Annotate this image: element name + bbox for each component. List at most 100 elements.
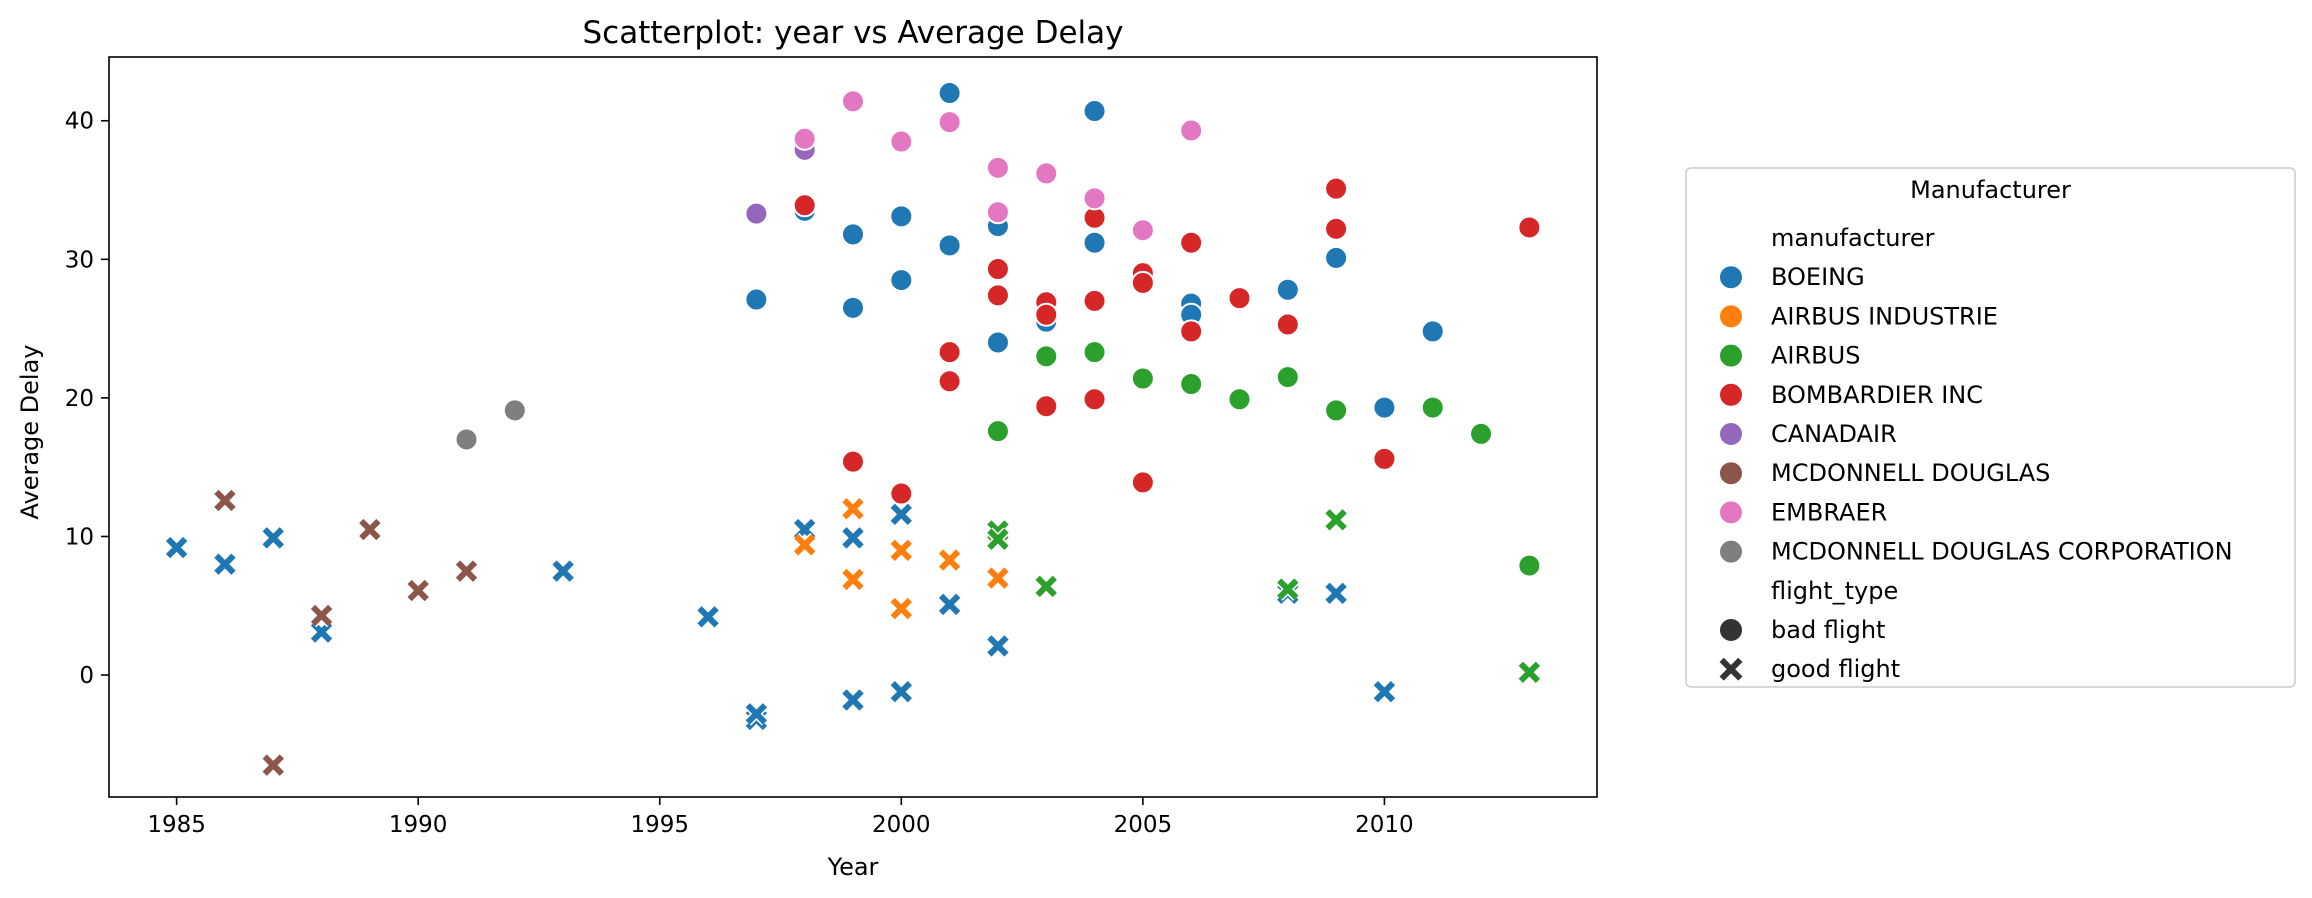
marker-stroke xyxy=(697,606,719,628)
data-point-bad-flight xyxy=(1517,553,1542,578)
marker-stroke xyxy=(1035,575,1057,598)
data-point-bad-flight xyxy=(1130,366,1155,391)
data-point-good-flight xyxy=(744,702,769,726)
x-tick-label: 1985 xyxy=(147,812,206,838)
marker-stroke xyxy=(987,567,1009,589)
data-point-bad-flight xyxy=(1324,398,1349,423)
data-point-bad-flight xyxy=(985,257,1010,282)
data-point-bad-flight xyxy=(985,283,1010,308)
data-point-good-flight xyxy=(358,517,382,542)
legend-marker xyxy=(1718,538,1744,565)
x-tick-label: 2000 xyxy=(872,812,931,838)
data-point-bad-flight xyxy=(1034,394,1059,419)
legend-entry-label: AIRBUS INDUSTRIE xyxy=(1771,302,1998,330)
data-point-good-flight xyxy=(889,502,914,527)
data-point-bad-flight xyxy=(1469,421,1494,446)
chart-title: Scatterplot: year vs Average Delay xyxy=(583,15,1124,51)
data-point-good-flight xyxy=(213,488,237,513)
legend-marker xyxy=(1718,460,1744,487)
data-point-good-flight xyxy=(454,559,479,583)
plot-area: 1985 1990 1995 2000 2005 2010 0 10 20 30 40 xyxy=(65,56,1598,838)
data-point-bad-flight xyxy=(1082,288,1107,313)
marker-stroke xyxy=(842,498,864,520)
marker-stroke xyxy=(1518,661,1541,683)
legend-marker xyxy=(1718,303,1744,330)
data-point-good-flight xyxy=(1372,679,1397,704)
data-point-bad-flight xyxy=(1275,277,1300,302)
y-tick-label: 20 xyxy=(65,386,94,412)
data-point-bad-flight xyxy=(937,81,962,106)
data-point-bad-flight xyxy=(937,233,962,258)
data-point-bad-flight xyxy=(937,110,962,135)
marker-stroke xyxy=(745,703,768,725)
data-points xyxy=(164,81,1542,777)
data-point-bad-flight xyxy=(1275,312,1300,337)
marker-stroke xyxy=(552,560,574,582)
marker-stroke xyxy=(262,754,284,776)
data-point-good-flight xyxy=(937,592,962,617)
data-point-good-flight xyxy=(792,533,817,557)
plot-frame xyxy=(108,56,1598,798)
legend-entry-label: AIRBUS xyxy=(1771,342,1860,370)
data-point-bad-flight xyxy=(985,155,1010,180)
data-point-good-flight xyxy=(841,688,865,712)
data-point-bad-flight xyxy=(1179,319,1204,344)
data-point-good-flight xyxy=(1324,581,1348,606)
data-point-bad-flight xyxy=(841,449,865,474)
data-point-good-flight xyxy=(889,596,914,621)
data-point-bad-flight xyxy=(502,398,527,423)
legend-entry-label: BOEING xyxy=(1771,263,1865,291)
data-point-good-flight xyxy=(841,567,865,592)
marker-stroke xyxy=(359,518,381,541)
data-point-good-flight xyxy=(986,527,1010,552)
x-tick-label: 2010 xyxy=(1355,812,1414,838)
marker-stroke xyxy=(310,604,333,627)
marker-stroke xyxy=(262,527,284,549)
legend-entry-label: good flight xyxy=(1771,655,1900,683)
data-point-bad-flight xyxy=(744,287,769,312)
data-point-bad-flight xyxy=(1227,387,1252,412)
marker-stroke xyxy=(842,568,864,591)
legend-marker xyxy=(1718,342,1744,369)
data-point-bad-flight xyxy=(1082,340,1107,365)
legend-marker xyxy=(1718,499,1744,526)
data-point-good-flight xyxy=(841,526,865,550)
legend-entry-label: MCDONNELL DOUGLAS CORPORATION xyxy=(1771,538,2233,566)
legend-entry-label: CANADAIR xyxy=(1771,420,1897,448)
marker-stroke xyxy=(890,539,913,562)
y-tick-label: 10 xyxy=(65,524,94,550)
marker-stroke xyxy=(938,593,961,616)
legend-hue-header: manufacturer xyxy=(1771,224,1935,252)
marker-stroke xyxy=(938,549,961,571)
data-point-bad-flight xyxy=(1130,218,1155,243)
legend-entry-label: EMBRAER xyxy=(1771,498,1887,526)
marker-stroke xyxy=(842,527,864,549)
marker-stroke xyxy=(214,553,236,575)
data-point-bad-flight xyxy=(937,369,962,394)
data-point-bad-flight xyxy=(1227,286,1252,311)
legend-box xyxy=(1685,167,2296,688)
data-point-bad-flight xyxy=(1179,230,1204,255)
data-point-good-flight xyxy=(889,538,914,563)
data-point-bad-flight xyxy=(1517,215,1542,240)
marker-stroke xyxy=(214,489,236,512)
x-tick-label: 1990 xyxy=(389,812,448,838)
data-point-bad-flight xyxy=(1372,446,1397,471)
data-point-good-flight xyxy=(696,605,720,629)
x-tick-label: 1995 xyxy=(630,812,689,838)
data-point-bad-flight xyxy=(1372,395,1397,420)
marker-stroke xyxy=(407,579,429,602)
x-axis-title: Year xyxy=(827,853,879,881)
legend-marker xyxy=(1718,264,1744,291)
data-point-good-flight xyxy=(986,566,1010,590)
legend-marker xyxy=(1718,656,1744,682)
y-axis-title: Average Delay xyxy=(16,344,44,519)
data-point-bad-flight xyxy=(792,126,817,151)
data-point-bad-flight xyxy=(985,200,1010,225)
legend-marker xyxy=(1718,421,1744,447)
data-point-bad-flight xyxy=(1324,216,1349,241)
marker-stroke xyxy=(890,597,913,620)
data-point-bad-flight xyxy=(1130,470,1155,495)
data-point-bad-flight xyxy=(1082,230,1107,255)
data-point-good-flight xyxy=(551,559,575,583)
